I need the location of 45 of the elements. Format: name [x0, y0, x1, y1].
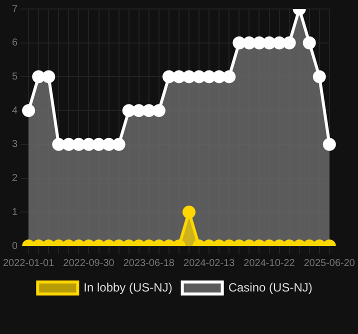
- point: [222, 70, 236, 84]
- y-tick-label: 7: [12, 4, 18, 15]
- point: [82, 138, 96, 151]
- y-tick-label: 0: [12, 240, 18, 252]
- point: [142, 104, 156, 118]
- point: [62, 138, 76, 151]
- x-tick-label: 2022-01-01: [3, 258, 55, 269]
- point: [302, 36, 316, 50]
- point: [232, 36, 246, 50]
- point: [182, 70, 196, 84]
- legend-label: In lobby (US-NJ): [84, 280, 172, 294]
- y-tick-label: 3: [12, 139, 18, 150]
- point: [272, 36, 286, 50]
- point: [172, 70, 186, 84]
- point: [152, 104, 166, 118]
- point: [122, 104, 136, 118]
- x-tick-label: 2025-06-20: [304, 258, 356, 269]
- point: [72, 138, 86, 151]
- x-tick-label: 2022-09-30: [63, 258, 115, 269]
- y-tick-label: 6: [12, 38, 18, 49]
- point: [132, 104, 146, 118]
- point: [312, 70, 326, 84]
- x-tick-label: 2023-06-18: [123, 258, 175, 269]
- y-tick-label: 5: [12, 71, 18, 82]
- point: [32, 70, 46, 84]
- point: [212, 70, 226, 84]
- point: [52, 138, 66, 151]
- point: [92, 138, 106, 151]
- y-tick-label: 1: [12, 206, 18, 218]
- y-tick-label: 2: [12, 173, 18, 184]
- point: [252, 36, 266, 50]
- point: [202, 70, 216, 84]
- point: [242, 36, 256, 50]
- x-tick-label: 2024-10-22: [244, 258, 296, 269]
- point: [112, 138, 126, 151]
- legend-label: Casino (US-NJ): [228, 280, 312, 294]
- point: [162, 70, 176, 84]
- point: [102, 138, 116, 151]
- point: [42, 70, 56, 84]
- point: [322, 138, 336, 151]
- x-tick-label: 2024-02-13: [184, 258, 236, 269]
- point: [192, 70, 206, 84]
- point: [282, 36, 296, 50]
- point: [262, 36, 276, 50]
- y-tick-label: 4: [12, 105, 18, 116]
